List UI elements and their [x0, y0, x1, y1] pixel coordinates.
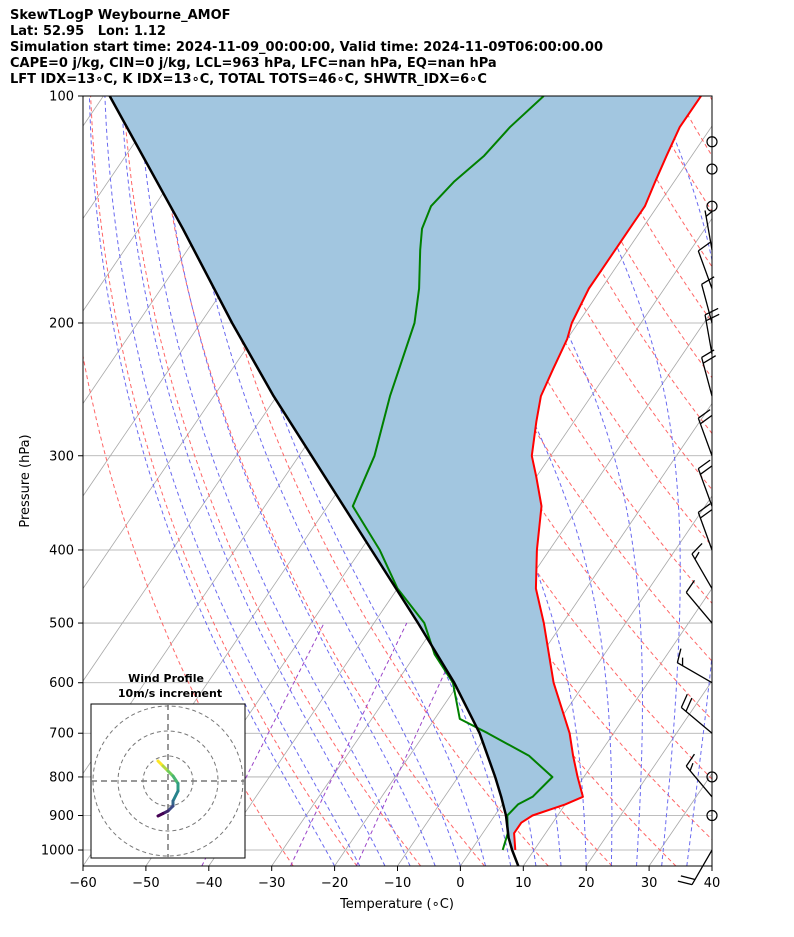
dry-adiabat	[742, 96, 794, 866]
dry-adiabat	[775, 96, 794, 866]
x-tick-label: 0	[456, 876, 464, 891]
dry-adiabat	[415, 96, 712, 605]
location-line: Lat: 52.95 Lon: 1.12	[10, 24, 166, 39]
dry-adiabat	[676, 96, 712, 157]
x-tick-label: 40	[704, 876, 721, 891]
temperature-profile-line	[513, 96, 702, 851]
moist-adiabat	[178, 96, 461, 866]
y-tick-label: 600	[49, 676, 74, 691]
inset-range-ring	[117, 730, 219, 832]
indices-line-2: LFT IDX=13∘C, K IDX=13∘C, TOTAL TOTS=46∘…	[10, 72, 487, 87]
wind-barb	[676, 648, 713, 684]
wind-barb	[704, 210, 713, 251]
chart-title: SkewTLogP Weybourne_AMOF	[10, 8, 231, 23]
wind-profile-inset	[90, 703, 246, 859]
dry-adiabat	[285, 96, 712, 841]
dry-adiabat	[187, 96, 549, 866]
moist-adiabat	[88, 96, 336, 866]
x-tick-label: −60	[69, 876, 96, 891]
wind-barb	[691, 542, 713, 589]
x-tick-label: 20	[578, 876, 595, 891]
wind-barb	[685, 579, 713, 624]
x-tick-label: −50	[132, 876, 159, 891]
y-tick-label: 700	[49, 727, 74, 742]
y-axis-label: Pressure (hPa)	[18, 434, 33, 527]
x-tick-label: 10	[515, 876, 532, 891]
hodograph-segment	[156, 812, 165, 818]
x-tick-label: −20	[321, 876, 348, 891]
y-tick-label: 500	[49, 617, 74, 632]
x-tick-label: −10	[384, 876, 411, 891]
moist-adiabat	[157, 96, 436, 866]
wind-barb	[697, 503, 713, 551]
moist-adiabat	[465, 96, 643, 866]
dry-adiabat	[709, 96, 712, 101]
isotherm-gridline	[775, 96, 794, 866]
time-line: Simulation start time: 2024-11-09_00:00:…	[10, 40, 603, 55]
isotherm-gridline	[585, 680, 712, 866]
parcel-profile-line	[108, 96, 520, 866]
moist-adiabat	[656, 96, 712, 866]
dry-adiabat	[644, 96, 712, 213]
dry-adiabat	[90, 96, 358, 866]
moist-adiabat	[138, 96, 411, 866]
moist-adiabat	[104, 96, 361, 866]
dry-adiabat	[155, 96, 485, 866]
mixing-ratio-line	[201, 622, 325, 866]
y-tick-label: 900	[49, 809, 74, 824]
dry-adiabat	[448, 96, 712, 547]
chart-header: SkewTLogP Weybourne_AMOF Lat: 52.95 Lon:…	[10, 8, 603, 88]
x-tick-label: 30	[641, 876, 658, 891]
isotherm-gridline	[648, 772, 712, 866]
x-tick-label: −30	[258, 876, 285, 891]
y-tick-label: 800	[49, 770, 74, 785]
moist-adiabat	[343, 96, 587, 866]
x-axis-label: Temperature (∘C)	[339, 897, 454, 912]
wind-barb	[697, 241, 713, 289]
mixing-ratio-line	[290, 622, 408, 866]
isotherm-gridline	[83, 96, 230, 312]
inset-subtitle: 10m/s increment	[118, 687, 222, 700]
moist-adiabat	[550, 96, 681, 866]
hodograph-segment	[171, 774, 180, 785]
wind-barb	[685, 753, 713, 798]
wind-barb	[680, 693, 713, 734]
hodograph-segment	[171, 789, 180, 803]
wind-barb	[697, 459, 713, 507]
x-tick-label: −40	[195, 876, 222, 891]
dewpoint-profile-line	[351, 96, 554, 851]
wind-barb	[677, 849, 713, 886]
dry-adiabat	[83, 353, 294, 866]
isotherm-gridline	[334, 310, 712, 866]
isotherm-gridline	[711, 865, 712, 866]
y-tick-label: 200	[49, 316, 74, 331]
y-tick-label: 400	[49, 543, 74, 558]
moist-adiabat	[120, 96, 386, 866]
indices-line-1: CAPE=0 j/kg, CIN=0 j/kg, LCL=963 hPa, LF…	[10, 56, 497, 71]
inset-title: Wind Profile	[128, 672, 204, 685]
y-tick-label: 1000	[41, 844, 74, 859]
wind-barb	[697, 409, 713, 456]
mixing-ratio-line	[355, 622, 469, 866]
cin-cape-shading	[109, 96, 701, 850]
y-tick-label: 300	[49, 449, 74, 464]
y-tick-label: 100	[49, 90, 74, 105]
